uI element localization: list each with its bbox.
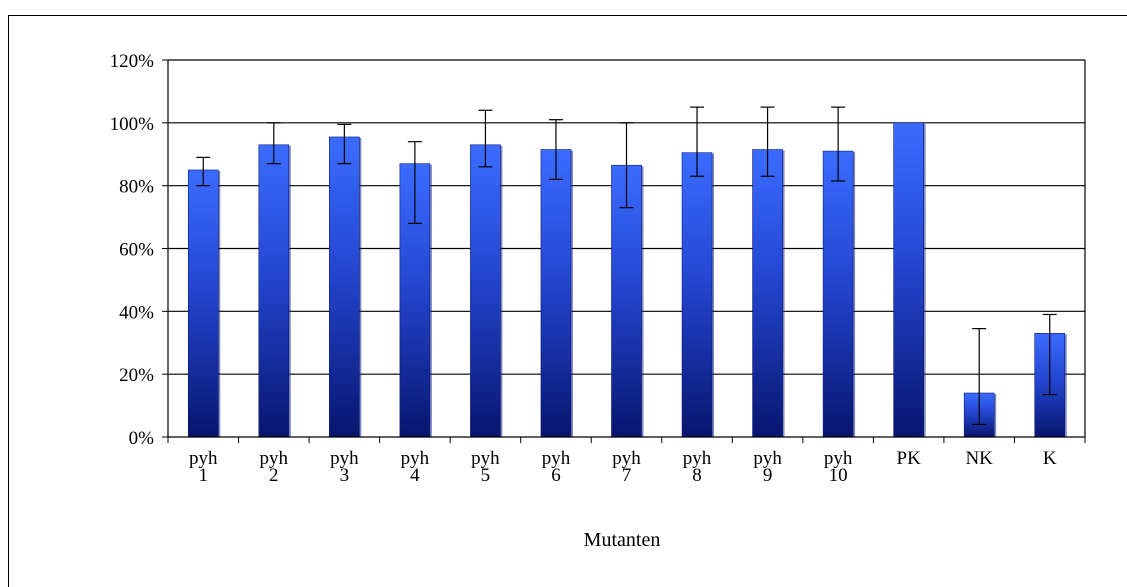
x-tick-label: pyh [612,448,641,469]
bar [329,136,360,438]
x-tick-label: 9 [763,465,773,486]
bar [611,164,642,438]
x-tick-label: pyh [753,448,782,469]
y-tick-label: 60% [119,240,154,261]
y-tick-label: 20% [119,365,154,386]
x-tick-label: 4 [410,465,420,486]
x-tick-label: 3 [340,465,350,486]
x-tick-label: pyh [683,448,712,469]
bar [258,144,290,438]
x-tick-label: 7 [622,465,632,486]
bar [187,169,219,438]
axes [162,59,1086,443]
y-tick-label: 120% [110,51,155,72]
bars [187,122,1067,438]
chart-frame [8,15,1127,587]
tick-labels: 0%20%40%60%80%100%120%pyh1pyh2pyh3pyh4py… [110,51,1057,486]
bar [822,150,854,438]
x-tick-label: 5 [481,465,491,486]
y-tick-label: 80% [119,177,154,198]
y-tick-label: 40% [119,302,154,323]
y-tick-label: 100% [110,114,155,135]
x-tick-label: pyh [542,448,571,469]
x-tick-label: 10 [829,465,848,486]
x-tick-label: pyh [330,448,359,469]
x-tick-label: pyh [401,448,430,469]
x-tick-label: K [1043,448,1057,469]
error-bars [196,106,1057,426]
x-tick-label: PK [897,448,922,469]
bar [470,144,501,438]
x-tick-label: pyh [189,448,218,469]
y-tick-label: 0% [129,428,155,449]
x-tick-label: 6 [551,465,561,486]
x-tick-label: 8 [692,465,702,486]
x-tick-label: pyh [471,448,500,469]
bar [681,152,713,438]
x-tick-label: pyh [824,448,853,469]
x-tick-label: NK [965,448,993,469]
bar [893,122,924,438]
bar [540,149,572,438]
bar [752,149,783,438]
x-tick-label: 1 [199,465,209,486]
x-tick-label: pyh [260,448,289,469]
x-axis-label: Mutanten [584,529,661,551]
x-tick-label: 2 [269,465,279,486]
